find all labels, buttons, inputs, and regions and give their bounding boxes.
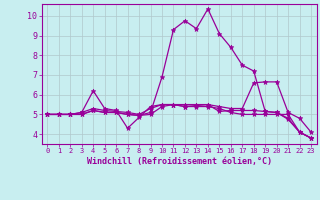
- X-axis label: Windchill (Refroidissement éolien,°C): Windchill (Refroidissement éolien,°C): [87, 157, 272, 166]
